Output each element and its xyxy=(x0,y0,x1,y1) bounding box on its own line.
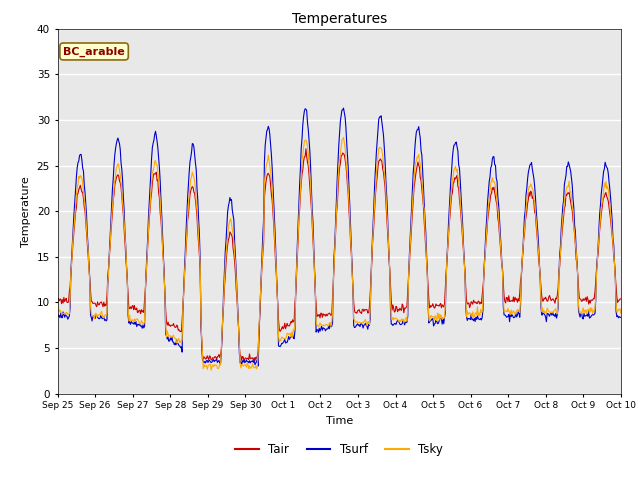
Tsurf xyxy=(410,169,417,175)
Line: Tsurf: Tsurf xyxy=(58,108,621,366)
Tsky xyxy=(64,312,72,317)
Tsky xyxy=(340,134,348,140)
Tsky xyxy=(426,318,433,324)
Tsurf xyxy=(617,314,625,320)
Tair xyxy=(54,296,61,302)
Line: Tsky: Tsky xyxy=(58,137,621,370)
Tsurf xyxy=(64,316,72,322)
Tair xyxy=(122,252,129,258)
X-axis label: Time: Time xyxy=(326,416,353,426)
Tsky xyxy=(179,303,187,309)
Tsurf xyxy=(340,105,348,111)
Tsurf xyxy=(54,311,61,317)
Tsurf xyxy=(179,307,187,312)
Tsky xyxy=(410,191,417,197)
Y-axis label: Temperature: Temperature xyxy=(21,176,31,247)
Tsky xyxy=(207,367,215,373)
Tsurf xyxy=(209,358,216,364)
Legend: Tair, Tsurf, Tsky: Tair, Tsurf, Tsky xyxy=(230,438,448,461)
Text: BC_arable: BC_arable xyxy=(63,47,125,57)
Tsky xyxy=(617,311,625,316)
Tair xyxy=(179,304,187,310)
Tsurf xyxy=(122,243,129,249)
Tair xyxy=(64,300,72,305)
Tsurf xyxy=(426,318,433,324)
Tair xyxy=(240,358,248,363)
Tsky xyxy=(122,245,129,251)
Tair xyxy=(426,305,433,311)
Title: Temperatures: Temperatures xyxy=(292,12,387,26)
Line: Tair: Tair xyxy=(58,149,621,360)
Tair xyxy=(209,355,216,360)
Tsurf xyxy=(254,363,262,369)
Tair xyxy=(302,146,310,152)
Tsky xyxy=(54,307,61,313)
Tair xyxy=(410,198,417,204)
Tair xyxy=(617,296,625,301)
Tsky xyxy=(210,364,218,370)
